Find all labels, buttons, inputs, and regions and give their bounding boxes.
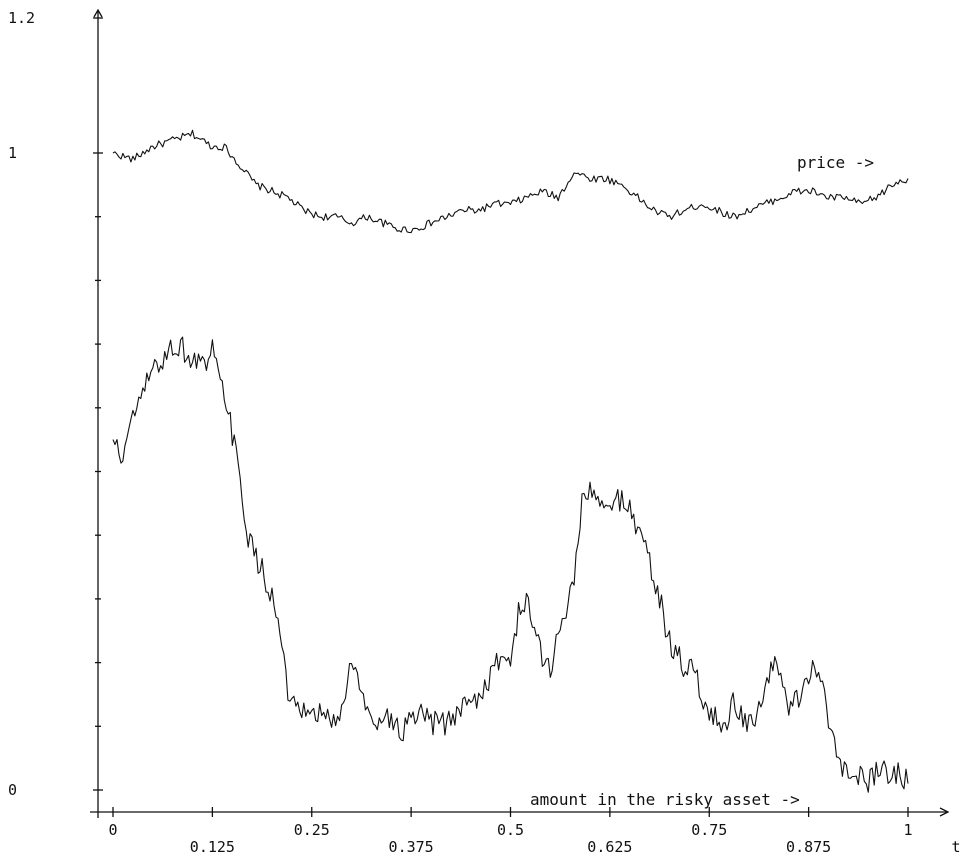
series-line-price — [112, 129, 909, 234]
y-tick-label: 1.2 — [8, 9, 35, 27]
x-axis-label: t — [951, 838, 960, 856]
x-tick-label: 0.875 — [786, 838, 831, 856]
x-tick-label: 0.625 — [587, 838, 632, 856]
x-tick-label: 1 — [903, 821, 912, 839]
x-tick-label: 0.25 — [294, 821, 330, 839]
axes — [90, 8, 950, 818]
y-tick-label: 0 — [8, 781, 17, 799]
x-axis-arrow — [939, 807, 950, 817]
x-tick-label: 0.75 — [691, 821, 727, 839]
series-line-risky-asset — [112, 336, 909, 793]
labels: 0 1 1.2 0 0.125 0.25 0.375 0.5 0.625 0.75 0.875 1 t p… — [8, 9, 961, 856]
x-tick-label: 0.5 — [497, 821, 524, 839]
x-tick-label: 0 — [108, 821, 117, 839]
series-label-price: price -> — [797, 153, 874, 172]
y-tick-label: 1 — [8, 144, 17, 162]
x-tick-label: 0.375 — [389, 838, 434, 856]
series-layer — [112, 129, 909, 793]
x-tick-label: 0.125 — [190, 838, 235, 856]
y-axis-arrow — [93, 8, 103, 18]
series-label-risky-asset: amount in the risky asset -> — [530, 790, 800, 809]
